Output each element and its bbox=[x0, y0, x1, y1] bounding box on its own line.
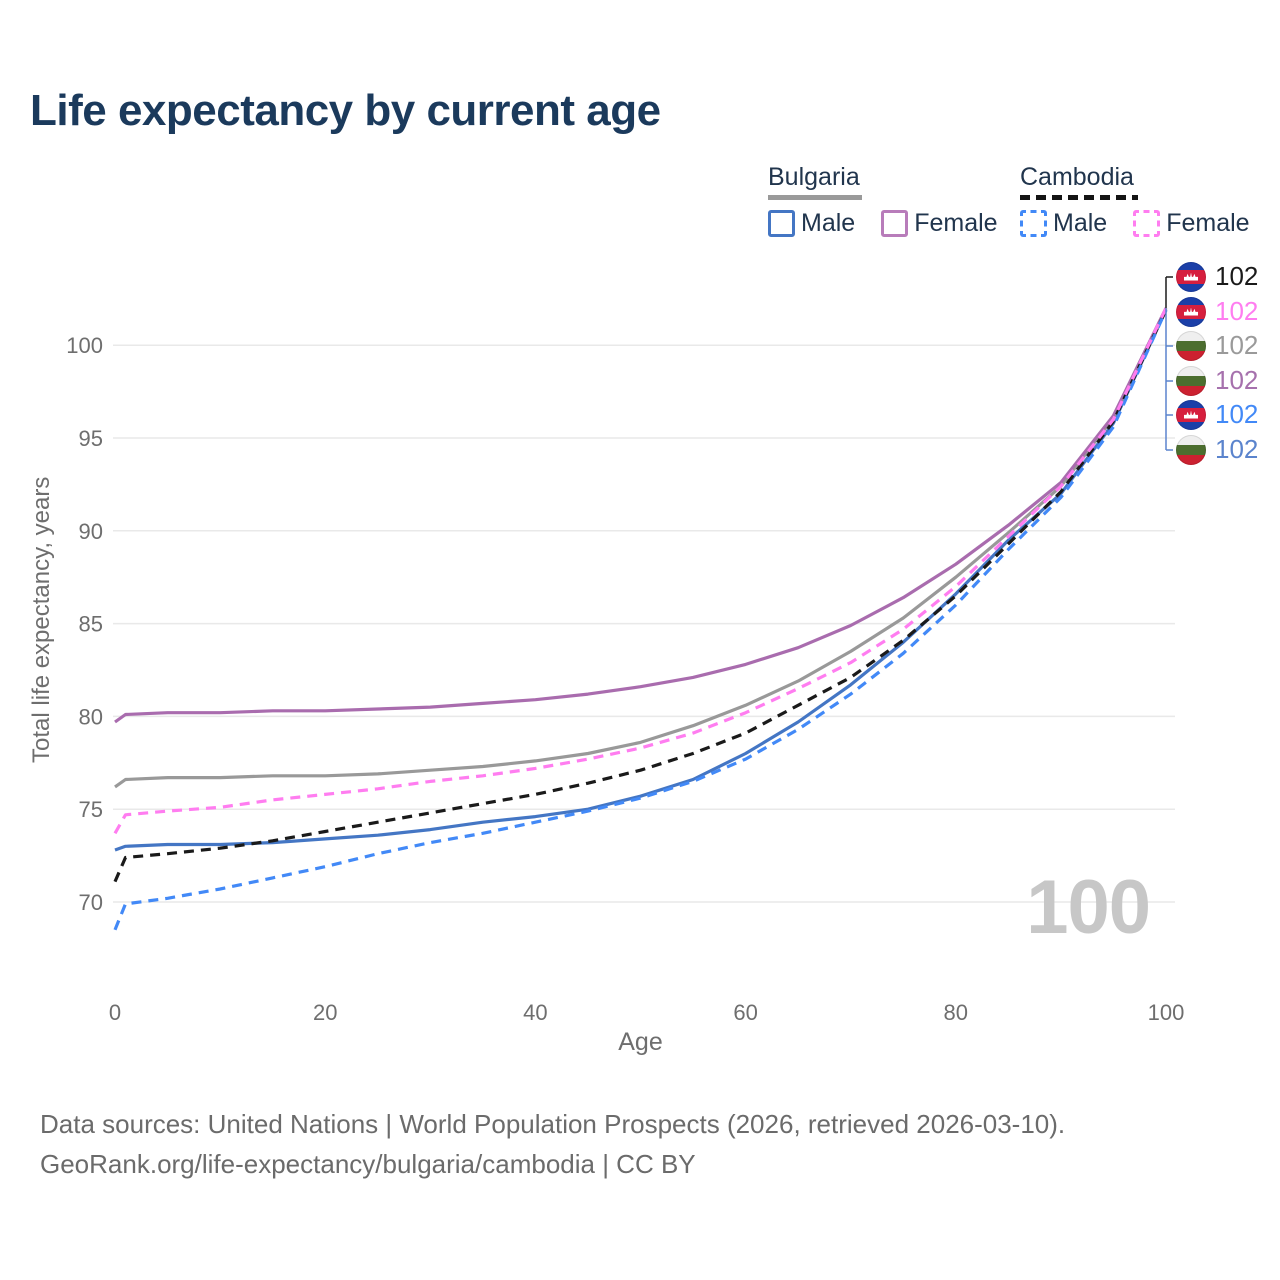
legend-item-bulgaria-female[interactable]: Female bbox=[881, 209, 998, 238]
end-label-cambodia-female: 102 bbox=[1176, 296, 1258, 327]
end-label-value: 102 bbox=[1215, 296, 1259, 326]
legend-country-cambodia-label: Cambodia bbox=[1020, 163, 1134, 191]
page-title: Life expectancy by current age bbox=[30, 86, 661, 135]
end-label-bulgaria-female: 102 bbox=[1176, 365, 1258, 396]
legend-label-cambodia-male: Male bbox=[1053, 209, 1108, 237]
line-bulgaria-all[interactable] bbox=[114, 309, 1168, 789]
legend-items-cambodia: Male Female bbox=[1020, 209, 1250, 238]
footer-attribution: GeoRank.org/life-expectancy/bulgaria/cam… bbox=[40, 1149, 696, 1179]
legend-label-bulgaria-male: Male bbox=[801, 209, 856, 237]
x-tick-40: 40 bbox=[523, 1000, 547, 1025]
legend-group-cambodia: Cambodia Male Female bbox=[1020, 163, 1250, 238]
line-bulgaria-male[interactable] bbox=[114, 309, 1168, 852]
x-tick-60: 60 bbox=[733, 1000, 757, 1025]
legend-item-cambodia-male[interactable]: Male bbox=[1020, 209, 1107, 238]
cambodia-flag-icon bbox=[1176, 261, 1206, 292]
legend-country-bulgaria-label: Bulgaria bbox=[768, 163, 860, 191]
y-axis-title: Total life expectancy, years bbox=[28, 476, 55, 764]
y-tick-95: 95 bbox=[79, 426, 103, 451]
line-cambodia-male[interactable] bbox=[113, 309, 1168, 931]
bulgaria-male-swatch-icon bbox=[768, 210, 795, 237]
legend-items-bulgaria: Male Female bbox=[768, 209, 998, 238]
end-label-bulgaria-male: 102 bbox=[1176, 434, 1258, 465]
line-cambodia-female[interactable] bbox=[113, 307, 1168, 835]
x-tick-100: 100 bbox=[1148, 1000, 1185, 1025]
y-tick-70: 70 bbox=[79, 890, 103, 915]
end-label-value: 102 bbox=[1215, 261, 1259, 291]
footer: Data sources: United Nations | World Pop… bbox=[40, 1104, 1065, 1184]
bulgaria-flag-icon bbox=[1176, 434, 1206, 465]
cambodia-female-swatch-icon bbox=[1133, 210, 1161, 237]
plot-svg: 70 75 80 85 90 95 100 0 20 40 60 80 100 bbox=[66, 276, 1185, 1025]
bulgaria-flag-icon bbox=[1176, 365, 1206, 396]
end-label-cambodia-male: 102 bbox=[1176, 399, 1258, 430]
x-tick-80: 80 bbox=[944, 1000, 968, 1025]
x-tick-0: 0 bbox=[109, 1000, 121, 1025]
end-label-value: 102 bbox=[1215, 365, 1259, 395]
end-label-value: 102 bbox=[1215, 399, 1259, 429]
footer-data-sources: Data sources: United Nations | World Pop… bbox=[40, 1109, 1066, 1139]
end-label-cambodia-all: 102 bbox=[1176, 261, 1258, 292]
cambodia-dashed-line-swatch bbox=[1020, 195, 1138, 200]
cambodia-flag-icon bbox=[1176, 296, 1206, 327]
legend-label-cambodia-female: Female bbox=[1166, 209, 1250, 237]
bulgaria-flag-icon bbox=[1176, 330, 1206, 361]
end-label-value: 102 bbox=[1215, 434, 1259, 464]
y-tick-100: 100 bbox=[66, 333, 103, 358]
cambodia-male-swatch-icon bbox=[1020, 210, 1047, 237]
cambodia-flag-icon bbox=[1176, 399, 1206, 430]
end-label-bulgaria-all: 102 bbox=[1176, 330, 1258, 361]
x-tick-20: 20 bbox=[313, 1000, 337, 1025]
legend-item-bulgaria-male[interactable]: Male bbox=[768, 209, 855, 238]
bulgaria-solid-line-swatch bbox=[768, 195, 862, 200]
line-bulgaria-female[interactable] bbox=[114, 307, 1168, 724]
x-axis-title: Age bbox=[618, 1028, 663, 1056]
legend-label-bulgaria-female: Female bbox=[914, 209, 998, 237]
legend-country-bulgaria[interactable]: Bulgaria bbox=[768, 163, 998, 200]
bulgaria-female-swatch-icon bbox=[881, 210, 909, 237]
age-watermark: 100 bbox=[1026, 865, 1151, 950]
legend-group-bulgaria: Bulgaria Male Female bbox=[768, 163, 998, 238]
y-tick-80: 80 bbox=[79, 704, 103, 729]
y-tick-90: 90 bbox=[79, 519, 103, 544]
y-tick-85: 85 bbox=[79, 612, 103, 637]
legend-item-cambodia-female[interactable]: Female bbox=[1133, 209, 1250, 238]
legend-country-cambodia[interactable]: Cambodia bbox=[1020, 163, 1250, 200]
end-label-value: 102 bbox=[1215, 330, 1259, 360]
y-tick-75: 75 bbox=[79, 797, 103, 822]
